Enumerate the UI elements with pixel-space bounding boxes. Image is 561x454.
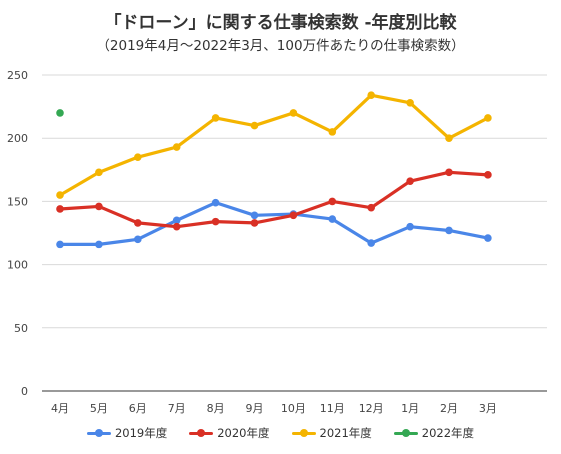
x-tick-label: 10月: [281, 402, 306, 415]
y-tick-label: 200: [7, 132, 28, 145]
x-tick-label: 4月: [51, 402, 69, 415]
legend-label: 2020年度: [217, 426, 270, 440]
y-tick-label: 100: [7, 259, 28, 272]
series-1: [56, 168, 492, 231]
y-tick-label: 0: [21, 385, 28, 398]
data-point: [211, 217, 220, 226]
legend-label: 2021年度: [319, 426, 372, 440]
data-point: [250, 121, 259, 130]
data-point: [56, 240, 64, 249]
chart-subtitle: （2019年4月〜2022年3月、100万件あたりの仕事検索数）: [96, 38, 465, 54]
data-point: [445, 134, 453, 142]
x-tick-label: 8月: [207, 402, 225, 415]
data-point: [328, 197, 337, 206]
data-point: [56, 109, 64, 117]
series-line: [58, 170, 490, 229]
data-point: [211, 114, 220, 122]
legend-swatch: [393, 427, 418, 439]
legend-item: 2019年度: [86, 425, 168, 441]
y-tick-label: 50: [14, 322, 28, 335]
data-point: [484, 171, 492, 179]
data-point: [134, 153, 142, 161]
data-point: [95, 202, 103, 211]
data-point: [95, 168, 103, 177]
data-point: [172, 143, 181, 151]
data-point: [172, 216, 181, 225]
legend-label: 2019年度: [114, 426, 168, 440]
legend-item: 2022年度: [393, 425, 475, 441]
data-point: [211, 198, 220, 207]
data-point: [134, 219, 142, 227]
legend-item: 2021年度: [291, 425, 372, 441]
legend-swatch: [86, 427, 111, 439]
data-point: [406, 222, 414, 231]
x-tick-label: 7月: [168, 402, 186, 415]
series-2: [56, 91, 492, 199]
x-tick-label: 11月: [320, 402, 345, 415]
x-tick-label: 12月: [359, 402, 384, 415]
x-axis-ticks: 4月 5月 6月 7月 8月 9月 10月 11月 12月 1月 2月 3月: [51, 402, 497, 415]
data-point: [328, 128, 337, 136]
series-group: [56, 91, 492, 249]
x-tick-label: 1月: [401, 402, 419, 415]
data-point: [56, 205, 64, 213]
data-point: [445, 168, 453, 177]
data-point: [367, 91, 376, 100]
x-tick-label: 9月: [246, 402, 264, 415]
data-point: [289, 109, 298, 117]
data-point: [445, 226, 453, 235]
x-tick-label: 5月: [90, 402, 108, 415]
series-line: [58, 201, 490, 246]
gridlines: [42, 74, 547, 392]
data-point: [484, 114, 492, 122]
x-tick-label: 6月: [129, 402, 147, 415]
data-point: [172, 222, 181, 231]
series-0: [56, 198, 492, 249]
y-axis-ticks: 0 50 100 150 200 250: [7, 69, 28, 398]
chart-title: 「ドローン」に関する仕事検索数 -年度別比較: [104, 13, 457, 33]
legend-swatch: [291, 427, 316, 439]
series-line: [58, 93, 490, 197]
legend: 2019年度 2020年度 2021年度 2022年度: [0, 425, 561, 441]
y-tick-label: 250: [7, 69, 28, 82]
data-point: [250, 211, 259, 220]
series-3: [56, 109, 64, 117]
legend-label: 2022年度: [421, 426, 475, 440]
data-point: [406, 177, 414, 185]
y-tick-label: 150: [7, 195, 28, 208]
legend-swatch: [189, 427, 214, 439]
x-tick-label: 2月: [440, 402, 458, 415]
data-point: [134, 235, 142, 244]
data-point: [56, 191, 64, 199]
data-point: [367, 239, 376, 247]
data-point: [406, 99, 414, 107]
data-point: [484, 234, 492, 242]
legend-item: 2020年度: [189, 425, 270, 441]
data-point: [367, 203, 376, 212]
x-tick-label: 3月: [479, 402, 497, 415]
data-point: [95, 240, 103, 249]
data-point: [328, 215, 337, 223]
data-point: [250, 219, 259, 227]
data-point: [289, 211, 298, 220]
